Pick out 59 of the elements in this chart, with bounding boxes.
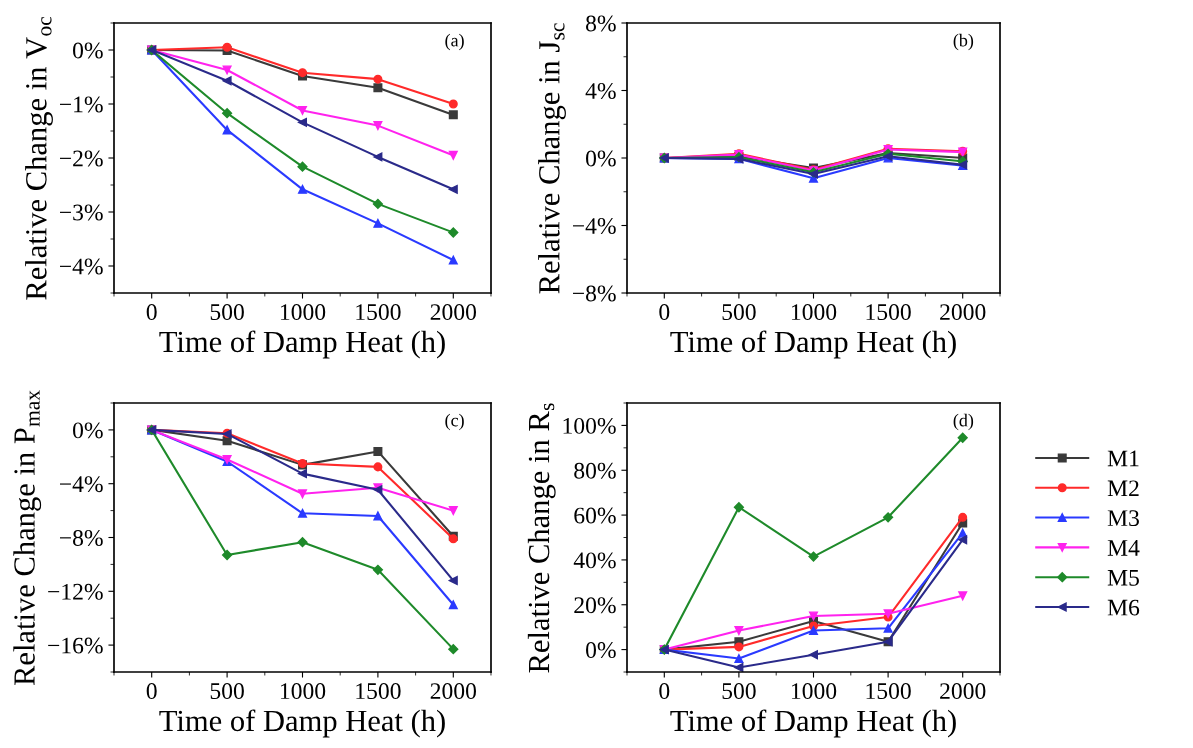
x-tick-label: 2000 bbox=[940, 683, 986, 700]
y-axis-title: Relative Change in V$_{oc}$ bbox=[25, 16, 53, 300]
y-tick-label: −2% bbox=[59, 150, 103, 167]
x-tick-label: 0 bbox=[659, 683, 670, 700]
annotation: (d) bbox=[953, 413, 974, 431]
y-tick-label: −4% bbox=[59, 476, 103, 493]
x-tick-label: 500 bbox=[210, 304, 244, 321]
y-tick-label: 80% bbox=[574, 462, 616, 479]
legend-label: M5 bbox=[1107, 570, 1139, 586]
x-tick-label: 2000 bbox=[430, 304, 477, 321]
x-tick-label: 500 bbox=[210, 683, 244, 700]
y-tick-label: 0% bbox=[586, 150, 616, 167]
y-tick-label: 0% bbox=[586, 642, 616, 659]
x-tick-label: 1000 bbox=[280, 683, 326, 700]
y-axis-title: Relative Change in R$_{s}$ bbox=[527, 403, 556, 673]
x-tick-label: 500 bbox=[722, 683, 756, 700]
x-tick-label: 1500 bbox=[356, 683, 401, 700]
y-tick-label: −8% bbox=[59, 529, 103, 546]
legend-label: M6 bbox=[1107, 599, 1140, 616]
annotation: (b) bbox=[953, 33, 974, 51]
y-tick-label: −12% bbox=[48, 583, 103, 600]
legend-label: M1 bbox=[1107, 450, 1139, 467]
x-tick-label: 1500 bbox=[866, 683, 911, 700]
y-tick-label: 60% bbox=[574, 507, 616, 524]
x-tick-label: 1500 bbox=[356, 304, 401, 321]
y-tick-label: 20% bbox=[574, 597, 616, 614]
y-axis-title: Relative Change in J$_{sc}$ bbox=[538, 23, 566, 294]
y-tick-label: 0% bbox=[73, 42, 103, 59]
y-tick-label: 4% bbox=[585, 82, 616, 99]
y-tick-label: −1% bbox=[59, 96, 103, 113]
x-tick-label: 2000 bbox=[940, 304, 986, 321]
x-axis-title: Time of Damp Heat (h) bbox=[159, 709, 445, 738]
y-tick-label: −4% bbox=[59, 258, 103, 275]
x-tick-label: 1500 bbox=[866, 304, 911, 321]
y-tick-label: 40% bbox=[573, 552, 616, 569]
y-tick-label: 8% bbox=[586, 15, 616, 32]
x-tick-label: 2000 bbox=[430, 683, 477, 700]
x-tick-label: 1000 bbox=[791, 683, 837, 700]
y-axis-title: Relative Change in P$_{max}$ bbox=[13, 390, 42, 686]
y-tick-label: −16% bbox=[48, 637, 103, 654]
legend-label: M3 bbox=[1107, 510, 1139, 527]
y-tick-label: −3% bbox=[59, 204, 103, 221]
x-tick-label: 0 bbox=[146, 304, 157, 321]
x-tick-label: 1000 bbox=[791, 304, 837, 321]
y-tick-label: −8% bbox=[572, 285, 616, 302]
y-tick-label: 0% bbox=[73, 422, 103, 439]
x-axis-title: Time of Damp Heat (h) bbox=[670, 330, 956, 359]
legend-label: M2 bbox=[1107, 480, 1139, 497]
x-tick-label: 0 bbox=[146, 683, 157, 700]
annotation: (c) bbox=[445, 413, 464, 431]
x-tick-label: 0 bbox=[659, 304, 670, 321]
x-tick-label: 500 bbox=[722, 304, 756, 321]
x-axis-title: Time of Damp Heat (h) bbox=[159, 330, 445, 359]
annotation: (a) bbox=[445, 33, 464, 51]
y-tick-label: −4% bbox=[572, 217, 616, 234]
y-tick-label: 100% bbox=[563, 417, 616, 434]
legend-label: M4 bbox=[1107, 540, 1140, 556]
x-tick-label: 1000 bbox=[280, 304, 326, 321]
x-axis-title: Time of Damp Heat (h) bbox=[670, 709, 956, 738]
